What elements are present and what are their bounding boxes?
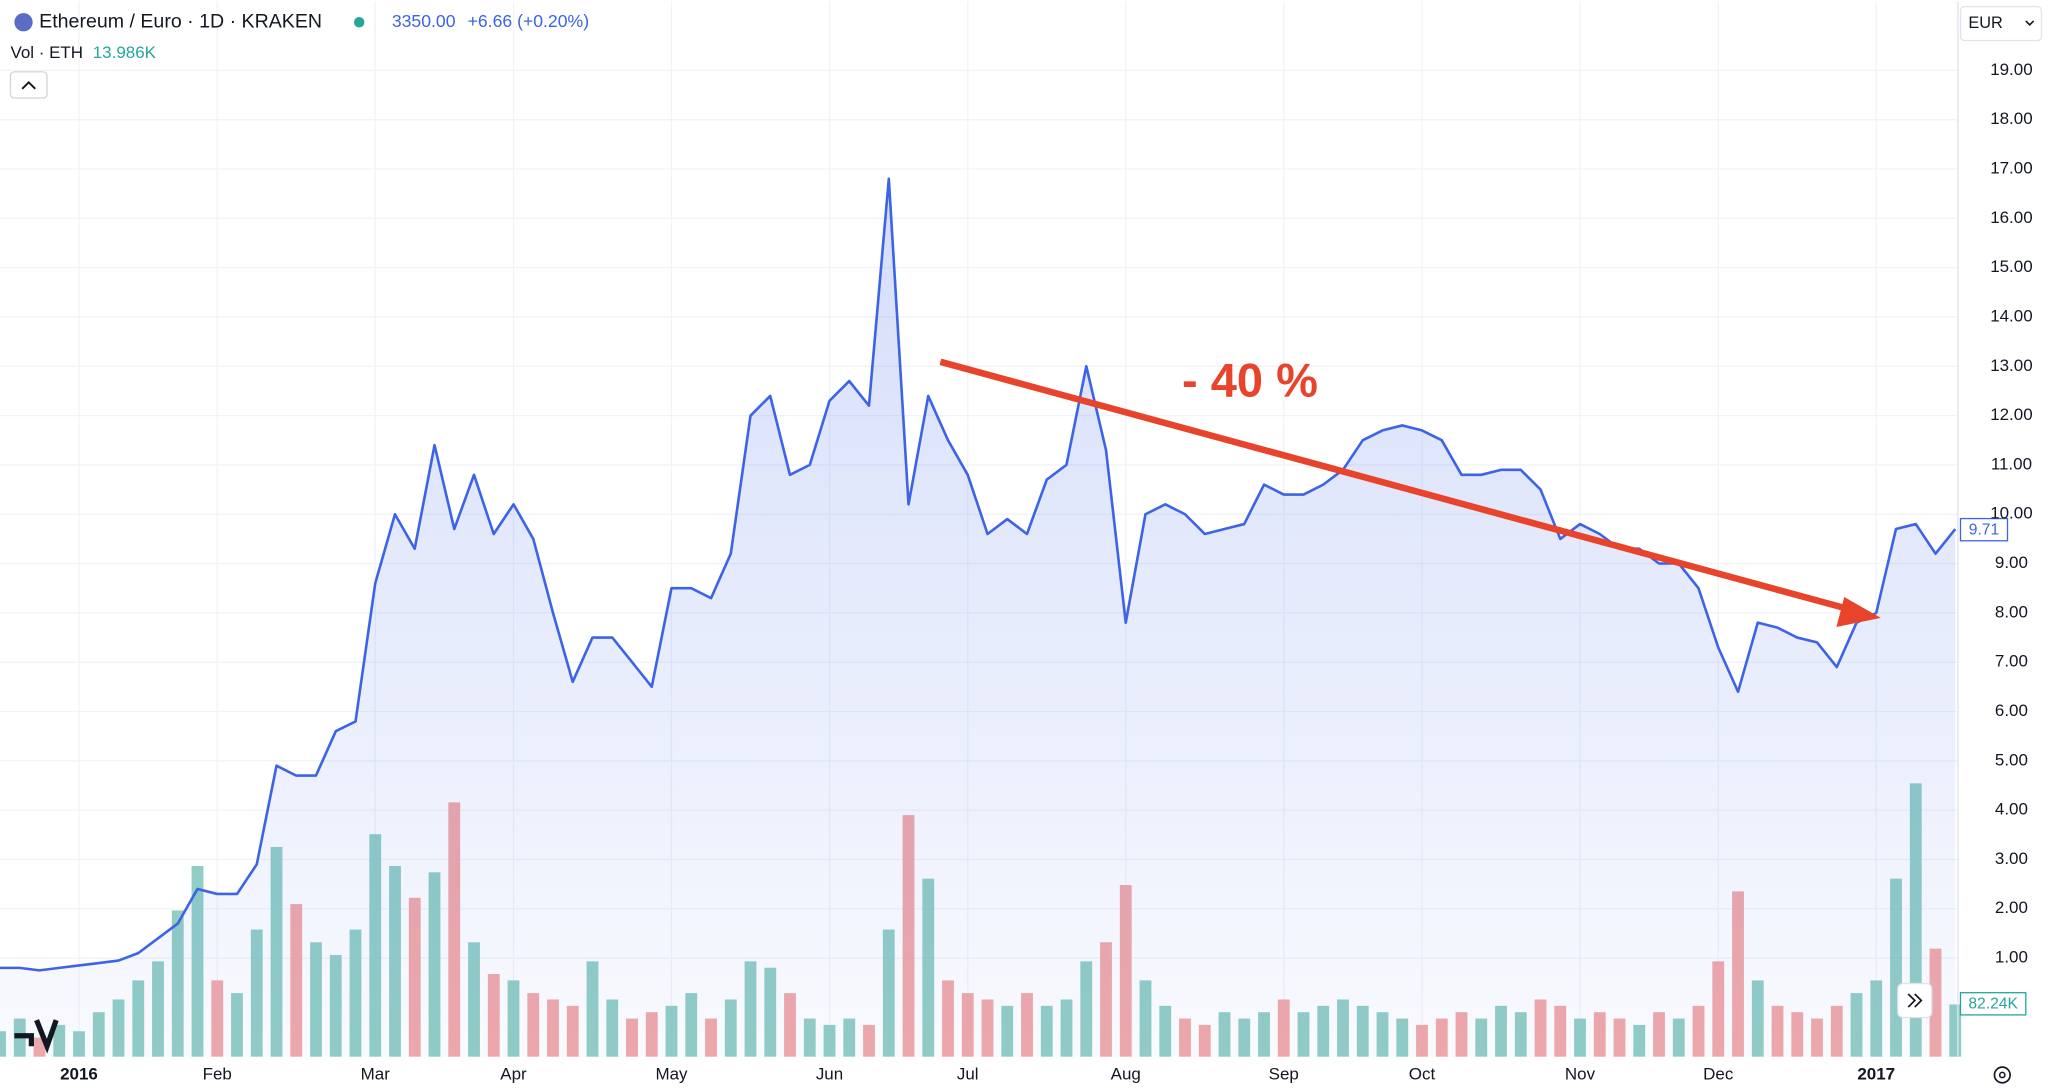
x-tick-label: Feb	[203, 1064, 232, 1083]
x-tick-label: Jul	[957, 1064, 979, 1083]
y-tick-label: 3.00	[1995, 849, 2028, 868]
x-tick-label: 2016	[60, 1064, 98, 1083]
y-tick-label: 2.00	[1995, 898, 2028, 917]
volume-value: 13.986K	[93, 43, 157, 62]
x-tick-label: Sep	[1269, 1064, 1299, 1083]
volume-tag-box	[1959, 992, 2027, 1016]
currency-label: EUR	[1968, 14, 2003, 32]
x-tick-label: 2017	[1857, 1064, 1895, 1083]
y-tick-label: 11.00	[1991, 454, 2032, 473]
price-tag: 9.71	[1969, 521, 1999, 538]
y-tick-label: 1.00	[1995, 948, 2028, 967]
trend-arrow-head	[1836, 596, 1881, 627]
x-tick-label: Apr	[500, 1064, 527, 1083]
annotation-text: - 40 %	[1182, 353, 1318, 406]
last-price: 3350.00	[392, 11, 456, 31]
y-tick-label: 5.00	[1995, 750, 2028, 769]
volume-legend: Vol · ETH	[10, 43, 83, 62]
x-tick-label: Jun	[816, 1064, 843, 1083]
currency-select[interactable]	[1959, 5, 2043, 42]
y-tick-label: 7.00	[1995, 652, 2028, 671]
currency-caret	[2025, 20, 2035, 26]
y-tick-label: 15.00	[1990, 257, 2032, 276]
status-dot	[353, 17, 365, 28]
trend-arrow	[939, 358, 1853, 614]
logo	[14, 1019, 59, 1054]
y-tick-label: 6.00	[1995, 701, 2028, 720]
x-tick-label: Aug	[1111, 1064, 1141, 1083]
symbol-title[interactable]: Ethereum / Euro · 1D · KRAKEN	[39, 10, 322, 32]
y-tick-label: 18.00	[1990, 109, 2032, 128]
y-tick-label: 13.00	[1990, 356, 2032, 375]
y-tick-label: 4.00	[1995, 800, 2028, 819]
symbol-icon	[14, 13, 33, 32]
y-tick-label: 14.00	[1990, 306, 2032, 325]
y-tick-label: 8.00	[1995, 602, 2028, 621]
y-tick-label: 19.00	[1990, 60, 2032, 79]
price-area	[0, 178, 1956, 1057]
plot	[0, 177, 1957, 1057]
y-tick-label: 12.00	[1990, 405, 2032, 424]
collapse-button[interactable]	[9, 71, 48, 99]
scroll-icon	[1907, 993, 1923, 1008]
x-tick-label: Dec	[1703, 1064, 1734, 1083]
settings-icon-center	[1998, 1071, 2006, 1079]
x-tick-label: Nov	[1565, 1064, 1596, 1083]
y-tick-label: 9.00	[1995, 553, 2028, 572]
volume-tag: 82.24K	[1968, 996, 2018, 1013]
y-tick-label: 17.00	[1990, 159, 2032, 178]
x-tick-label: Mar	[361, 1064, 391, 1083]
x-tick-label: May	[655, 1064, 688, 1083]
collapse-icon	[21, 80, 36, 90]
price-change: +6.66 (+0.20%)	[468, 11, 589, 31]
x-tick-label: Oct	[1409, 1064, 1436, 1083]
y-tick-label: 16.00	[1990, 208, 2032, 227]
settings-icon[interactable]	[1993, 1066, 2011, 1084]
price-tag-box	[1959, 517, 2009, 542]
y-tick-label: 10.00	[1990, 504, 2032, 523]
axes: 1.00 2.00 3.00 4.00 5.00 6.00 7.00 8.00 9.00 10.0…	[60, 60, 2033, 1084]
